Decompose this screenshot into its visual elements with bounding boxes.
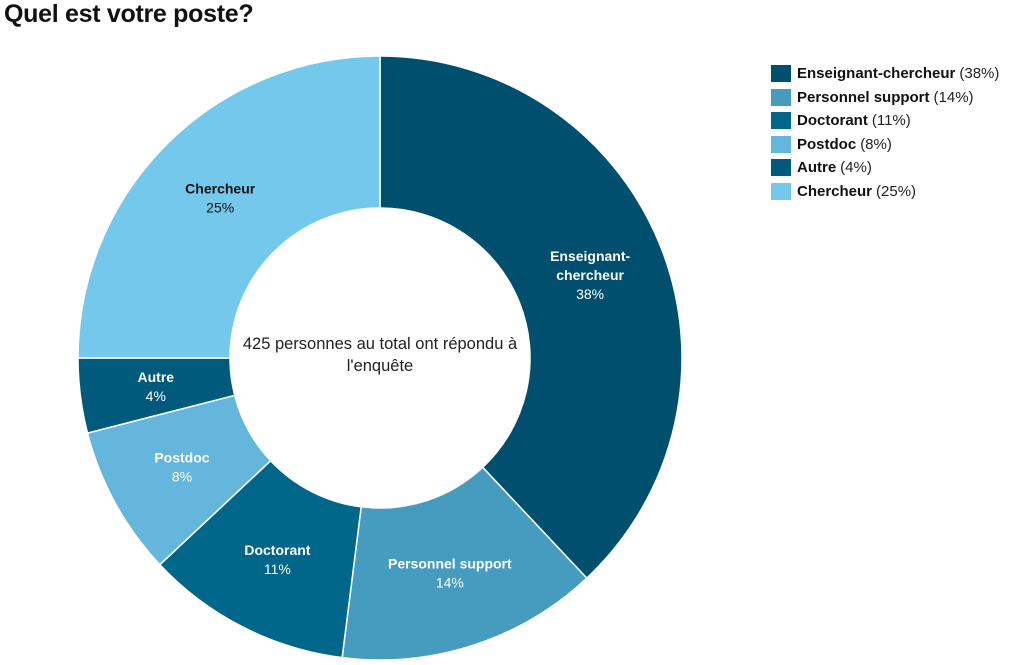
slice-name-label: Postdoc (154, 449, 209, 465)
legend-label: Postdoc (797, 135, 857, 153)
legend-percent: (14%) (933, 88, 974, 106)
center-caption: 425 personnes au total ont répondu à l'e… (242, 335, 518, 375)
slice-name-label: Autre (138, 369, 175, 385)
legend-swatch (771, 112, 791, 130)
slice-enseignant-chercheur[interactable] (379, 55, 683, 580)
slice-label-enseignant-chercheur: Enseignant-chercheur 38% (550, 248, 630, 302)
legend-swatch (771, 65, 791, 83)
legend-label: Doctorant (797, 112, 868, 129)
legend-swatch (771, 159, 791, 177)
legend-item-chercheur[interactable]: Chercheur (25%) (771, 180, 999, 204)
slice-pct-label: 11% (264, 561, 291, 577)
legend-swatch (771, 182, 791, 200)
legend-percent: (11%) (871, 112, 911, 129)
legend-percent: (38%) (959, 65, 1000, 82)
slice-label-doctorant: Doctorant 11% (244, 542, 310, 577)
legend-percent: (25%) (876, 182, 917, 200)
legend-label: Enseignant-chercheur (797, 65, 956, 82)
slice-name-label: Chercheur (185, 181, 256, 197)
legend-percent: (8%) (860, 135, 892, 153)
legend-label: Autre (797, 159, 837, 176)
legend-percent: (4%) (840, 159, 872, 176)
chart-title: Quel est votre poste? (4, 0, 254, 28)
slice-label-postdoc: Postdoc 8% (154, 449, 209, 484)
legend-label: Personnel support (797, 88, 930, 106)
slice-name-label: Enseignant- (550, 248, 630, 264)
legend-item-postdoc[interactable]: Postdoc (8%) (771, 133, 999, 157)
slice-personnel-support[interactable] (341, 466, 588, 661)
legend-swatch (771, 88, 791, 106)
legend-item-personnel-support[interactable]: Personnel support (14%) (771, 86, 999, 110)
slice-name-label: Personnel support (388, 555, 512, 571)
legend-item-autre[interactable]: Autre (4%) (771, 156, 999, 180)
legend-item-doctorant[interactable]: Doctorant (11%) (771, 109, 999, 133)
slice-label-personnel-support: Personnel support 14% (388, 555, 512, 590)
slice-name-label: Doctorant (244, 542, 310, 558)
slice-label-autre: Autre 4% (138, 369, 175, 404)
slice-pct-label: 25% (206, 200, 234, 216)
chart-legend: Enseignant-chercheur (38%) Personnel suppo… (771, 62, 999, 203)
legend-label: Chercheur (797, 182, 873, 200)
legend-item-enseignant-chercheur[interactable]: Enseignant-chercheur (38%) (771, 62, 999, 86)
slice-name-label: chercheur (556, 267, 624, 283)
slice-pct-label: 38% (576, 286, 604, 302)
slice-pct-label: 14% (436, 574, 464, 590)
legend-swatch (771, 135, 791, 153)
slice-label-chercheur: Chercheur 25% (185, 181, 256, 216)
slice-pct-label: 4% (146, 388, 166, 404)
slice-chercheur[interactable] (77, 55, 381, 359)
slice-pct-label: 8% (172, 468, 192, 484)
